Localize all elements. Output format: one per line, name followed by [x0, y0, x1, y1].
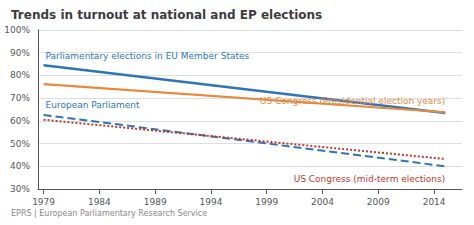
svg-text:70%: 70% [10, 93, 30, 103]
svg-text:US Congress (Presidential elec: US Congress (Presidential election years… [260, 96, 445, 106]
svg-text:2014: 2014 [423, 197, 446, 207]
svg-text:30%: 30% [10, 184, 30, 194]
svg-text:Trends in turnout at national: Trends in turnout at national and EP ele… [11, 8, 322, 22]
svg-text:European Parliament: European Parliament [46, 100, 140, 110]
svg-text:90%: 90% [10, 48, 30, 58]
svg-text:1984: 1984 [88, 197, 111, 207]
svg-text:40%: 40% [10, 161, 30, 171]
svg-text:1994: 1994 [199, 197, 222, 207]
svg-text:100%: 100% [4, 25, 30, 35]
svg-text:EPRS | European Parliamentary: EPRS | European Parliamentary Research S… [11, 209, 207, 218]
svg-text:Parliamentary elections in EU: Parliamentary elections in EU Member Sta… [46, 51, 250, 61]
svg-text:80%: 80% [10, 70, 30, 80]
svg-text:1989: 1989 [144, 197, 167, 207]
svg-text:1979: 1979 [32, 197, 55, 207]
svg-text:60%: 60% [10, 116, 30, 126]
svg-text:US Congress (mid-term election: US Congress (mid-term elections) [294, 174, 446, 184]
svg-text:1999: 1999 [255, 197, 278, 207]
svg-text:2004: 2004 [311, 197, 334, 207]
svg-text:50%: 50% [10, 139, 30, 149]
svg-text:2009: 2009 [367, 197, 390, 207]
